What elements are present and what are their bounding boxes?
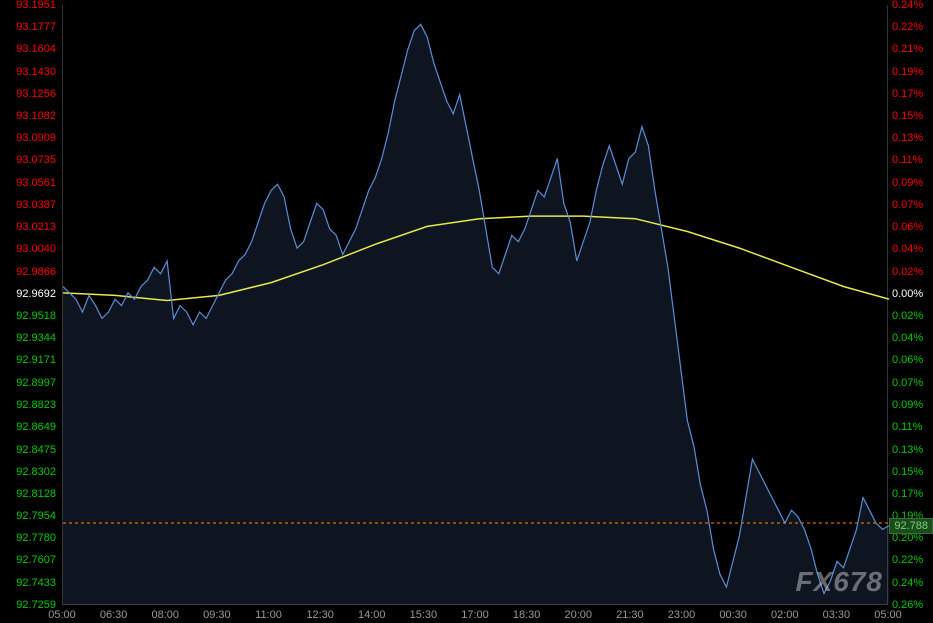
y-tick-left: 92.9866 — [16, 266, 56, 278]
x-tick: 12:30 — [306, 609, 334, 621]
y-tick-right: 0.24% — [892, 577, 923, 589]
y-tick-left: 93.0561 — [16, 177, 56, 189]
y-tick-left: 93.1430 — [16, 66, 56, 78]
chart-container: 93.1951 93.1777 93.1604 93.1430 93.1256 93.10… — [0, 0, 933, 623]
x-tick: 09:30 — [203, 609, 231, 621]
x-tick: 08:00 — [151, 609, 179, 621]
y-tick-right: 0.04% — [892, 332, 923, 344]
y-tick-right: 0.24% — [892, 0, 923, 11]
y-tick-left: 93.1777 — [16, 21, 56, 33]
y-tick-left: 92.8475 — [16, 444, 56, 456]
y-tick-left: 93.0909 — [16, 132, 56, 144]
y-tick-left: 93.0387 — [16, 199, 56, 211]
x-tick: 14:00 — [358, 609, 386, 621]
y-tick-left: 93.1082 — [16, 110, 56, 122]
y-tick-left: 92.7607 — [16, 554, 56, 566]
x-tick: 11:00 — [255, 609, 282, 621]
y-tick-left: 92.9518 — [16, 310, 56, 322]
y-tick-right: 0.15% — [892, 466, 923, 478]
y-tick-left: 92.7780 — [16, 532, 56, 544]
y-tick-left: 93.1951 — [16, 0, 56, 11]
x-tick: 20:00 — [564, 609, 592, 621]
x-tick: 05:00 — [874, 609, 902, 621]
y-tick-left: 93.1256 — [16, 88, 56, 100]
y-tick-right: 0.07% — [892, 199, 923, 211]
y-tick-right: 0.06% — [892, 354, 923, 366]
y-tick-right: 0.04% — [892, 243, 923, 255]
x-tick: 17:00 — [461, 609, 489, 621]
y-tick-left: 92.8997 — [16, 377, 56, 389]
y-tick-right: 0.19% — [892, 66, 923, 78]
y-tick-right: 0.22% — [892, 554, 923, 566]
y-tick-right: 0.13% — [892, 444, 923, 456]
y-tick-right: 0.09% — [892, 399, 923, 411]
y-tick-left: 93.0735 — [16, 154, 56, 166]
y-tick-left: 92.9171 — [16, 354, 56, 366]
watermark: FX678 — [796, 566, 884, 598]
x-tick: 18:30 — [513, 609, 541, 621]
y-tick-right: 0.21% — [892, 43, 923, 55]
y-tick-left: 92.8823 — [16, 399, 56, 411]
y-tick-right: 0.15% — [892, 110, 923, 122]
x-tick: 06:30 — [100, 609, 128, 621]
y-tick-right: 0.17% — [892, 488, 923, 500]
y-tick-right: 0.00% — [892, 288, 923, 300]
y-tick-right: 0.02% — [892, 310, 923, 322]
y-tick-right: 0.09% — [892, 177, 923, 189]
x-tick: 02:00 — [771, 609, 799, 621]
x-tick: 03:30 — [823, 609, 851, 621]
y-tick-right: 0.22% — [892, 21, 923, 33]
y-tick-right: 0.17% — [892, 88, 923, 100]
y-tick-left: 92.9692 — [16, 288, 56, 300]
y-tick-right: 0.11% — [892, 421, 922, 433]
y-tick-left: 93.0040 — [16, 243, 56, 255]
y-tick-left: 93.1604 — [16, 43, 56, 55]
y-tick-right: 0.13% — [892, 132, 923, 144]
x-tick: 23:00 — [668, 609, 696, 621]
x-tick: 21:30 — [616, 609, 644, 621]
current-price-badge: 92.788 — [889, 518, 933, 534]
y-tick-left: 92.7954 — [16, 510, 56, 522]
y-tick-left: 92.8302 — [16, 466, 56, 478]
y-tick-right: 0.11% — [892, 154, 922, 166]
y-tick-left: 92.8128 — [16, 488, 56, 500]
chart-svg — [63, 5, 889, 605]
y-tick-right: 0.02% — [892, 266, 923, 278]
y-tick-right: 0.07% — [892, 377, 923, 389]
y-tick-left: 92.9344 — [16, 332, 56, 344]
y-tick-right: 0.06% — [892, 221, 923, 233]
y-tick-left: 92.7433 — [16, 577, 56, 589]
x-tick: 00:30 — [719, 609, 747, 621]
y-tick-right: 0.20% — [892, 532, 923, 544]
price-area — [63, 24, 889, 605]
y-tick-left: 93.0213 — [16, 221, 56, 233]
y-tick-left: 92.8649 — [16, 421, 56, 433]
x-axis: 05:0006:3008:0009:3011:0012:3014:0015:30… — [62, 605, 888, 621]
x-tick: 05:00 — [48, 609, 76, 621]
x-tick: 15:30 — [410, 609, 438, 621]
plot-area — [62, 5, 888, 605]
y-axis-left: 93.1951 93.1777 93.1604 93.1430 93.1256 93.10… — [0, 0, 60, 610]
